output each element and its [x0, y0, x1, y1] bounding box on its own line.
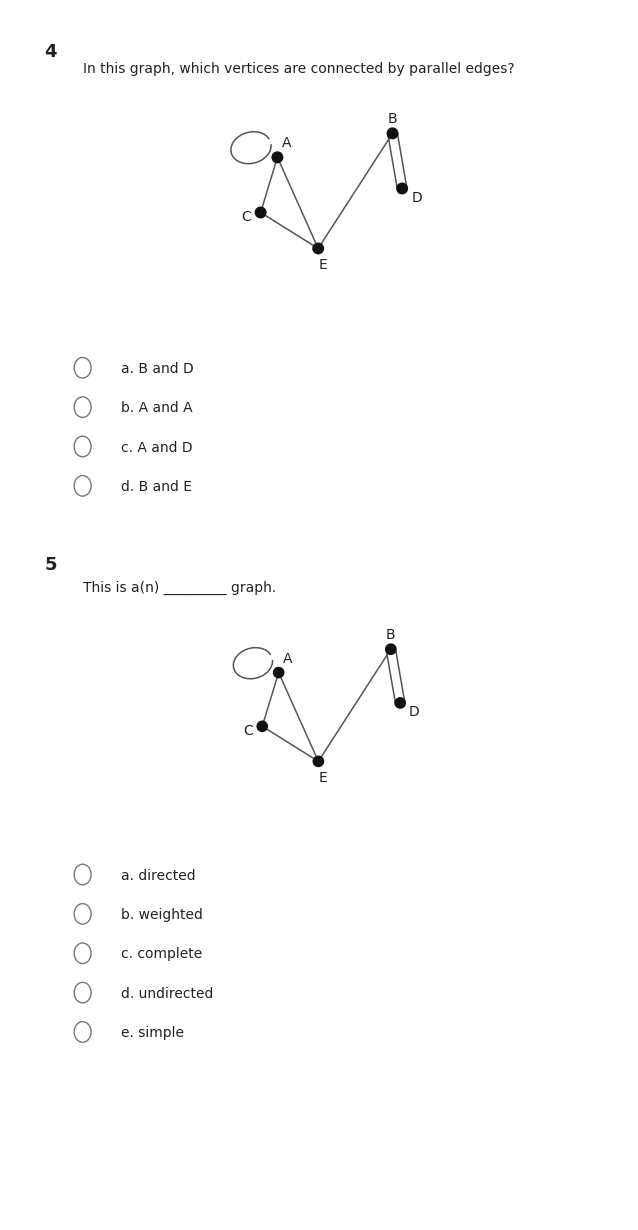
Text: e. simple: e. simple [121, 1026, 184, 1041]
Circle shape [313, 244, 323, 253]
Text: a. directed: a. directed [121, 868, 196, 883]
Text: This is a(n) _________ graph.: This is a(n) _________ graph. [83, 581, 276, 594]
Circle shape [274, 668, 284, 678]
Circle shape [395, 697, 405, 708]
Text: c. A and D: c. A and D [121, 440, 193, 455]
Circle shape [387, 128, 398, 139]
Circle shape [397, 183, 408, 194]
Text: C: C [243, 724, 253, 738]
Text: A: A [283, 652, 293, 665]
Text: In this graph, which vertices are connected by parallel edges?: In this graph, which vertices are connec… [83, 62, 515, 75]
Text: B: B [388, 112, 397, 125]
Circle shape [386, 645, 396, 654]
Text: A: A [282, 137, 292, 150]
Text: 5: 5 [45, 556, 57, 574]
Circle shape [255, 207, 266, 218]
Circle shape [313, 756, 323, 766]
Text: b. weighted: b. weighted [121, 908, 203, 922]
Text: D: D [409, 705, 420, 720]
Text: E: E [318, 771, 327, 785]
Text: D: D [411, 191, 422, 205]
Text: E: E [318, 258, 327, 272]
Text: B: B [386, 629, 396, 642]
Text: a. B and D: a. B and D [121, 362, 194, 376]
Text: 4: 4 [45, 43, 57, 62]
Text: C: C [241, 210, 251, 224]
Circle shape [272, 153, 283, 162]
Text: d. B and E: d. B and E [121, 480, 192, 494]
Text: c. complete: c. complete [121, 947, 202, 962]
Text: d. undirected: d. undirected [121, 986, 214, 1001]
Text: b. A and A: b. A and A [121, 401, 193, 416]
Circle shape [257, 721, 267, 732]
